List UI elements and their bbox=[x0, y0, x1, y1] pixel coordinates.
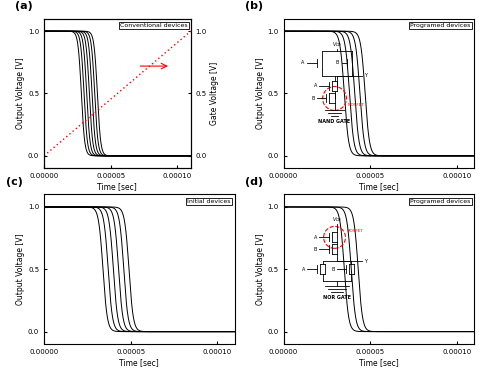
Y-axis label: Output Voltage [V]: Output Voltage [V] bbox=[16, 233, 25, 305]
Text: Conventional devices: Conventional devices bbox=[120, 23, 187, 28]
X-axis label: Time [sec]: Time [sec] bbox=[119, 358, 159, 367]
Text: Initial devices: Initial devices bbox=[187, 199, 230, 204]
Text: Programed devices: Programed devices bbox=[409, 199, 469, 204]
Text: (d): (d) bbox=[245, 177, 263, 187]
Text: (a): (a) bbox=[15, 1, 32, 11]
Y-axis label: Output Voltage [V]: Output Voltage [V] bbox=[255, 233, 264, 305]
Text: (c): (c) bbox=[6, 177, 23, 187]
Text: (b): (b) bbox=[245, 1, 263, 11]
Y-axis label: Output Voltage [V]: Output Voltage [V] bbox=[16, 58, 25, 129]
X-axis label: Time [sec]: Time [sec] bbox=[358, 358, 398, 367]
X-axis label: Time [sec]: Time [sec] bbox=[97, 182, 137, 191]
X-axis label: Time [sec]: Time [sec] bbox=[358, 182, 398, 191]
Y-axis label: Output Voltage [V]: Output Voltage [V] bbox=[255, 58, 264, 129]
Text: Programed devices: Programed devices bbox=[409, 23, 469, 28]
Y-axis label: Gate Voltage [V]: Gate Voltage [V] bbox=[209, 62, 218, 125]
